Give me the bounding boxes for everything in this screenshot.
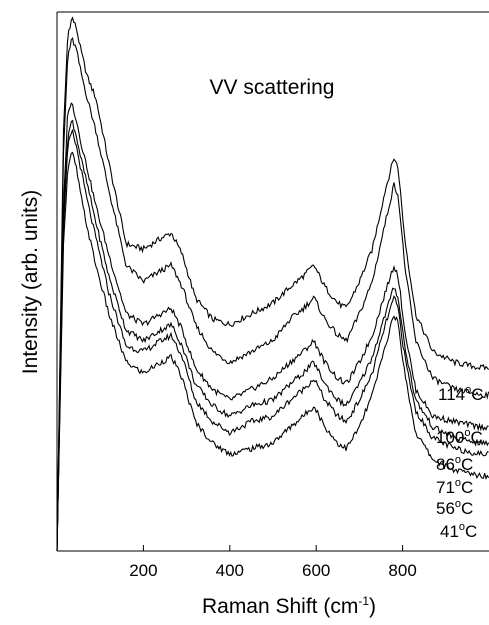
x-tick-label-200: 200 bbox=[129, 561, 157, 580]
x-axis-title: Raman Shift (cm-1) bbox=[202, 594, 376, 618]
x-axis-title-superscript: -1 bbox=[358, 594, 369, 608]
series-line-71C bbox=[56, 119, 489, 552]
series-line-86C bbox=[56, 102, 489, 552]
series-label-56C: 56oC bbox=[436, 498, 473, 518]
x-axis-title-main: Raman Shift (cm bbox=[202, 595, 358, 618]
series-line-56C bbox=[56, 129, 489, 552]
x-tick-label-600: 600 bbox=[302, 561, 330, 580]
series-label-41C: 41oC bbox=[440, 521, 477, 541]
series-lines bbox=[56, 16, 489, 552]
series-label-86C: 86oC bbox=[436, 454, 473, 474]
x-tick-label-800: 800 bbox=[388, 561, 416, 580]
x-axis-title-close: ) bbox=[369, 595, 376, 618]
series-label-100C: 100oC bbox=[436, 427, 483, 447]
plot-frame bbox=[56, 11, 489, 552]
series-label-114C: 114oC bbox=[438, 384, 484, 404]
series-label-71C: 71oC bbox=[436, 477, 473, 497]
series-line-114C bbox=[56, 16, 489, 552]
x-tick-label-400: 400 bbox=[216, 561, 244, 580]
series-line-41C bbox=[56, 151, 489, 552]
series-line-100C bbox=[56, 36, 489, 552]
y-axis-title: Intensity (arb. units) bbox=[19, 190, 42, 374]
x-axis-ticks: 200 400 600 800 bbox=[129, 545, 417, 580]
annotation-vv-scattering: VV scattering bbox=[210, 76, 335, 99]
